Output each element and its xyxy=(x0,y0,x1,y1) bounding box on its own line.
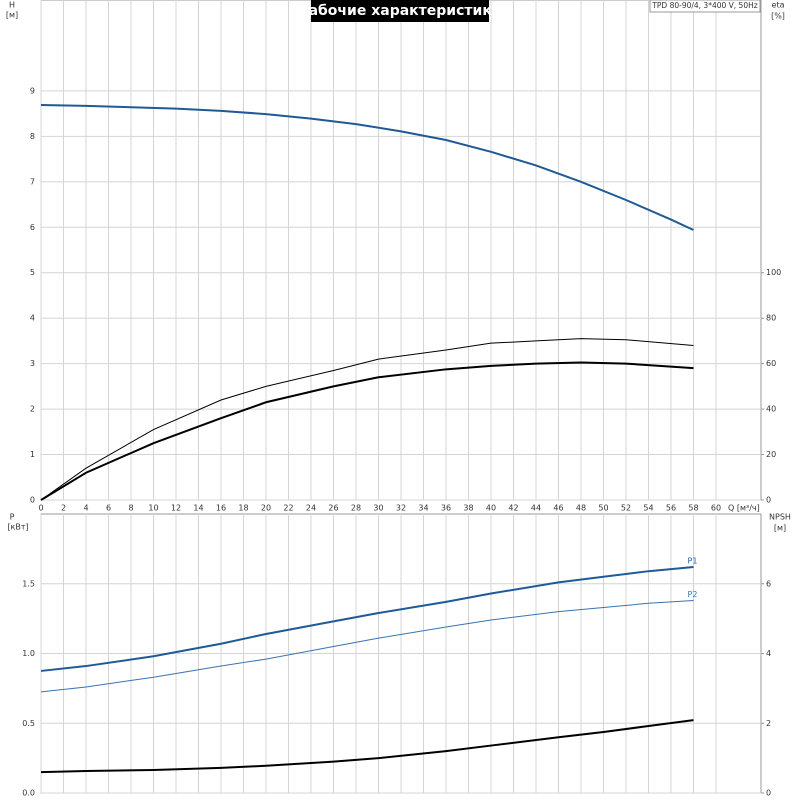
y-tick-label: 0.0 xyxy=(22,789,35,798)
y-tick-label: 4 xyxy=(30,314,35,323)
y2-tick-label: 100 xyxy=(766,268,781,277)
x-tick-label: 10 xyxy=(148,504,158,513)
y2-tick-label: 0 xyxy=(766,496,771,505)
x-tick-label: 12 xyxy=(171,504,181,513)
curve xyxy=(40,104,694,231)
y2-tick-label: 4 xyxy=(766,649,771,658)
x-tick-label: 56 xyxy=(666,504,676,513)
y-tick-label: 0 xyxy=(30,496,35,505)
y-axis-unit: [кВт] xyxy=(7,523,28,532)
y2-tick-label: 40 xyxy=(766,405,776,414)
y2-axis-label: NPSH xyxy=(769,513,791,522)
x-tick-label: 2 xyxy=(61,504,66,513)
curve xyxy=(40,719,694,774)
x-tick-label: 20 xyxy=(261,504,271,513)
x-tick-label: 34 xyxy=(418,504,428,513)
y-tick-label: 8 xyxy=(30,132,35,141)
y-tick-label: 0.5 xyxy=(22,719,35,728)
x-tick-label: 58 xyxy=(688,504,698,513)
y-axis-label: P xyxy=(10,513,15,522)
x-tick-label: 40 xyxy=(486,504,496,513)
title-box xyxy=(311,0,489,22)
chart-subtitle: TPD 80-90/4, 3*400 V, 50Hz xyxy=(651,1,757,10)
x-tick-label: 52 xyxy=(621,504,631,513)
x-tick-label: 28 xyxy=(351,504,361,513)
subtitle-box xyxy=(649,0,761,13)
y2-axis-unit: [м] xyxy=(774,524,786,533)
x-tick-label: 26 xyxy=(328,504,338,513)
marks: P1 P2 xyxy=(40,104,698,774)
x-tick-label: 44 xyxy=(531,504,541,513)
x-tick-label: 6 xyxy=(106,504,111,513)
x-tick-label: 32 xyxy=(396,504,406,513)
x-tick-label: 38 xyxy=(463,504,473,513)
y-tick-label: 7 xyxy=(30,177,35,186)
y-tick-label: 1.0 xyxy=(22,649,35,658)
x-tick-label: 22 xyxy=(283,504,293,513)
y2-tick-label: 0 xyxy=(766,789,771,798)
y2-axis-label: eta xyxy=(772,1,785,10)
x-tick-label: 30 xyxy=(373,504,383,513)
series-label: P1 xyxy=(688,557,698,566)
y2-tick-label: 6 xyxy=(766,579,771,588)
series-label: P2 xyxy=(688,590,698,599)
y-tick-label: 6 xyxy=(30,223,35,232)
y-tick-label: 1 xyxy=(30,450,35,459)
x-tick-label: 48 xyxy=(576,504,586,513)
curve xyxy=(40,361,694,501)
x-tick-label: 8 xyxy=(128,504,133,513)
x-tick-label: 16 xyxy=(216,504,226,513)
curve xyxy=(40,338,694,501)
y-tick-label: 1.5 xyxy=(22,579,35,588)
y2-axis-unit: [%] xyxy=(771,12,785,21)
y-tick-label: 3 xyxy=(30,359,35,368)
x-tick-label: 36 xyxy=(441,504,451,513)
x-tick-label: 54 xyxy=(643,504,653,513)
grid: 0 2 4 6 8 10 12 14 16 18 20 22 24 26 28 30 32 34 36 38 40 42 4… xyxy=(22,0,781,798)
x-tick-label: 4 xyxy=(83,504,88,513)
curve xyxy=(40,566,694,672)
x-tick-label: 60 xyxy=(711,504,721,513)
x-tick-label: 42 xyxy=(508,504,518,513)
y-axis-unit: [м] xyxy=(6,11,18,20)
x-tick-label: 24 xyxy=(306,504,316,513)
y2-tick-label: 2 xyxy=(766,719,771,728)
x-axis-label: Q [м³/ч] xyxy=(728,504,760,513)
y-tick-label: 2 xyxy=(30,405,35,414)
curve xyxy=(40,599,694,693)
x-tick-label: 18 xyxy=(238,504,248,513)
y-tick-label: 9 xyxy=(30,86,35,95)
x-tick-label: 14 xyxy=(193,504,203,513)
y2-tick-label: 80 xyxy=(766,314,776,323)
x-tick-label: 46 xyxy=(553,504,563,513)
chart-title: Рабочие характеристики xyxy=(298,3,501,19)
y2-tick-label: 20 xyxy=(766,450,776,459)
y2-tick-label: 60 xyxy=(766,359,776,368)
y-tick-label: 5 xyxy=(30,268,35,277)
x-tick-label: 50 xyxy=(598,504,608,513)
y-axis-label: H xyxy=(9,1,15,10)
x-tick-label: 0 xyxy=(38,504,43,513)
